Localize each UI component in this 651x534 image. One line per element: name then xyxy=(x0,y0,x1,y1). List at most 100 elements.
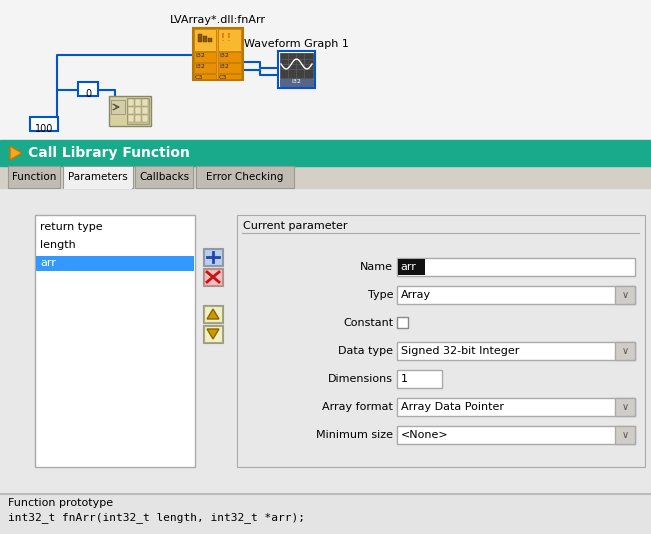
Bar xyxy=(63,166,133,188)
Text: LVArray*.dll:fnArr: LVArray*.dll:fnArr xyxy=(170,15,266,25)
Bar xyxy=(204,306,222,322)
Bar xyxy=(397,286,635,304)
Text: !: ! xyxy=(221,33,225,43)
Bar xyxy=(204,269,222,285)
Text: I32: I32 xyxy=(195,64,205,69)
Text: 0: 0 xyxy=(85,89,91,99)
Bar xyxy=(109,96,151,126)
Bar xyxy=(204,326,222,342)
Bar xyxy=(0,0,651,140)
Bar xyxy=(397,258,635,276)
Bar xyxy=(8,166,60,188)
Text: ∨: ∨ xyxy=(622,402,629,412)
Bar xyxy=(280,53,313,78)
Bar xyxy=(135,166,193,188)
Text: Type: Type xyxy=(368,290,393,300)
Text: Current parameter: Current parameter xyxy=(243,221,348,231)
Polygon shape xyxy=(207,309,219,319)
Text: ∨: ∨ xyxy=(622,346,629,356)
Bar xyxy=(111,100,125,114)
Text: int32_t fnArr(int32_t length, int32_t *arr);: int32_t fnArr(int32_t length, int32_t *a… xyxy=(8,512,305,523)
Text: I32: I32 xyxy=(292,79,301,84)
Text: Parameters: Parameters xyxy=(68,172,128,182)
Text: return type: return type xyxy=(40,222,103,232)
Bar xyxy=(135,99,141,106)
Bar xyxy=(397,317,408,328)
Bar xyxy=(0,494,651,510)
Bar xyxy=(615,426,635,444)
Bar xyxy=(194,74,216,79)
Bar xyxy=(203,268,223,286)
Bar xyxy=(78,82,98,96)
Bar xyxy=(0,140,651,166)
Text: Signed 32-bit Integer: Signed 32-bit Integer xyxy=(401,346,519,356)
Text: <None>: <None> xyxy=(401,430,449,440)
Bar xyxy=(135,115,141,122)
Bar xyxy=(128,99,134,106)
Text: Array Data Pointer: Array Data Pointer xyxy=(401,402,504,412)
Text: I32: I32 xyxy=(219,53,229,58)
Polygon shape xyxy=(10,146,22,160)
Text: ∨: ∨ xyxy=(622,430,629,440)
Text: ∨: ∨ xyxy=(622,290,629,300)
Bar xyxy=(198,34,202,42)
Bar xyxy=(0,166,651,188)
Bar xyxy=(203,248,223,266)
Bar xyxy=(194,63,216,73)
Bar xyxy=(194,29,216,51)
Bar xyxy=(397,426,635,444)
Bar xyxy=(278,51,315,88)
Bar xyxy=(615,342,635,360)
Text: Name: Name xyxy=(360,262,393,272)
Bar xyxy=(0,188,651,494)
Bar xyxy=(35,215,195,467)
Bar xyxy=(203,36,207,42)
Bar xyxy=(397,342,635,360)
Text: Function: Function xyxy=(12,172,56,182)
Bar xyxy=(193,28,243,80)
Bar xyxy=(615,398,635,416)
Bar xyxy=(218,63,241,73)
Text: Minimum size: Minimum size xyxy=(316,430,393,440)
Bar xyxy=(615,286,635,304)
Bar xyxy=(135,107,141,114)
Text: Array format: Array format xyxy=(322,402,393,412)
Text: Constant: Constant xyxy=(343,318,393,328)
Text: Data type: Data type xyxy=(338,346,393,356)
Bar xyxy=(142,107,148,114)
Bar xyxy=(208,38,212,42)
Bar xyxy=(36,256,194,271)
Bar xyxy=(237,215,645,467)
Text: Function prototype: Function prototype xyxy=(8,498,113,508)
Text: Array: Array xyxy=(401,290,431,300)
Bar xyxy=(397,398,635,416)
Bar xyxy=(64,187,132,189)
Text: 1: 1 xyxy=(401,374,408,384)
Text: Dimensions: Dimensions xyxy=(328,374,393,384)
Text: length: length xyxy=(40,240,76,250)
Bar xyxy=(196,166,294,188)
Bar xyxy=(194,52,216,62)
Bar xyxy=(142,115,148,122)
Text: arr: arr xyxy=(400,262,416,272)
Bar xyxy=(142,99,148,106)
Text: Waveform Graph 1: Waveform Graph 1 xyxy=(244,39,349,49)
Bar xyxy=(218,74,241,79)
Bar xyxy=(203,325,223,343)
Bar xyxy=(128,115,134,122)
Bar xyxy=(0,494,651,534)
Bar xyxy=(128,107,134,114)
Text: I32: I32 xyxy=(195,53,205,58)
Bar xyxy=(30,117,58,131)
Text: I32: I32 xyxy=(219,64,229,69)
Bar xyxy=(204,249,222,265)
Bar xyxy=(398,259,425,275)
Bar xyxy=(218,29,241,51)
Text: arr: arr xyxy=(40,258,56,268)
Polygon shape xyxy=(207,329,219,339)
Text: C3: C3 xyxy=(195,75,203,80)
Text: C3: C3 xyxy=(219,75,227,80)
Text: Callbacks: Callbacks xyxy=(139,172,189,182)
Bar xyxy=(397,370,442,388)
Bar xyxy=(280,79,313,86)
